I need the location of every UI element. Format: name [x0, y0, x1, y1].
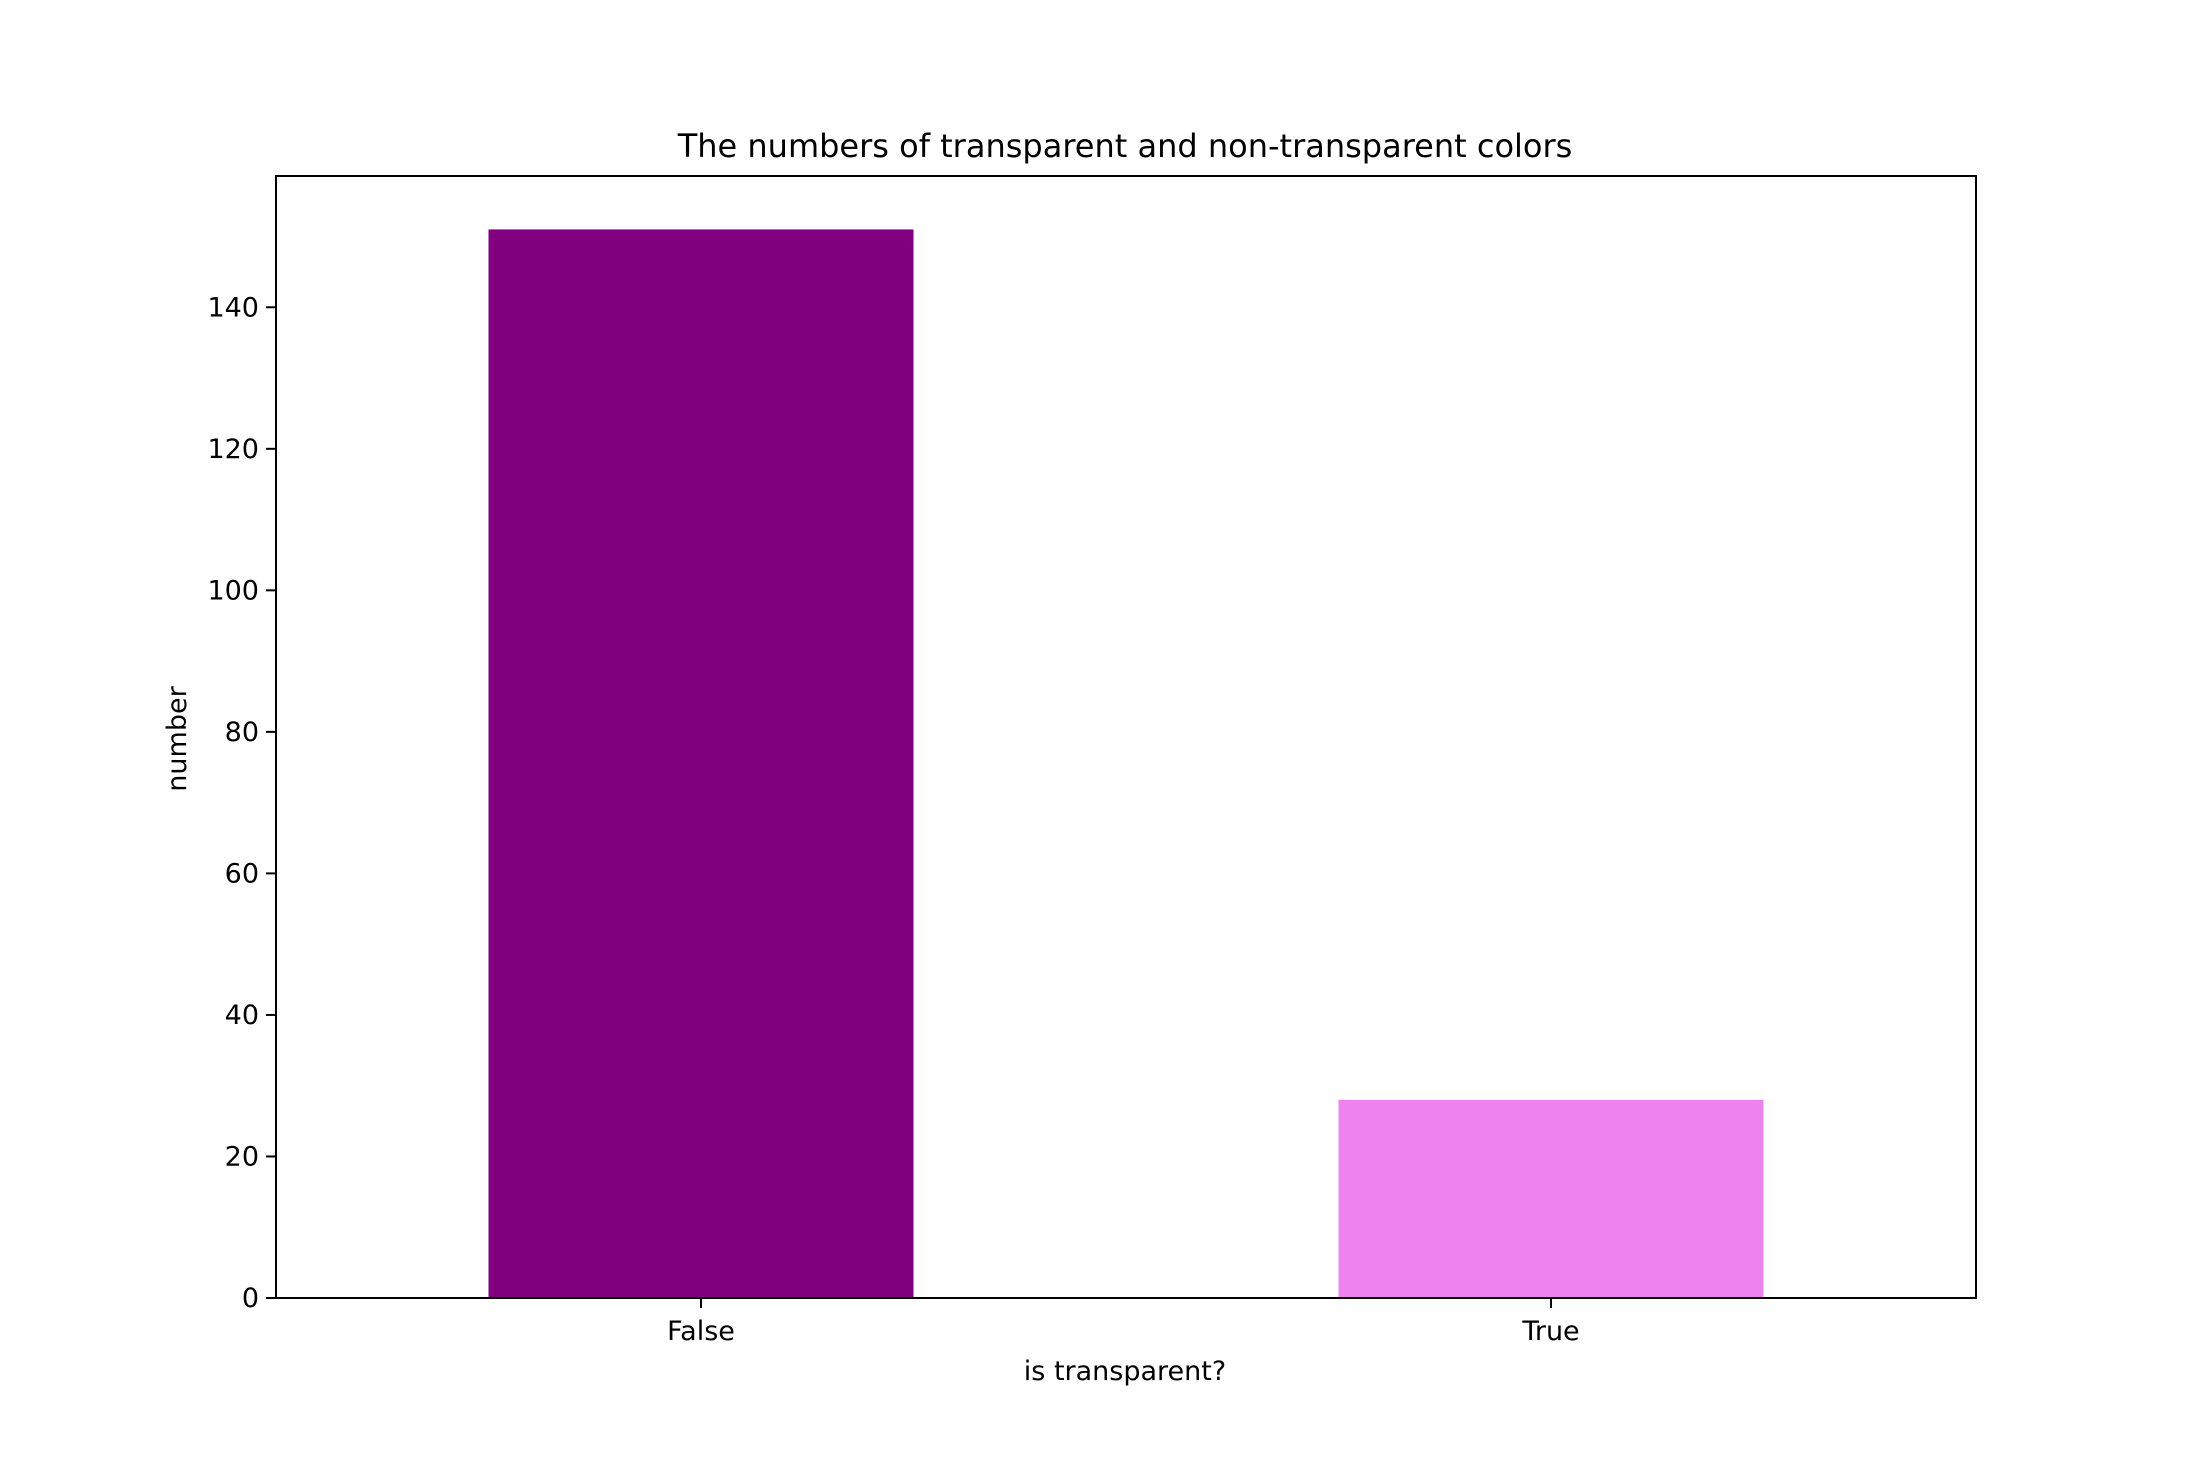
- chart-title: The numbers of transparent and non-trans…: [677, 127, 1573, 165]
- y-tick-label: 140: [207, 292, 259, 323]
- y-tick-label: 60: [225, 858, 259, 889]
- x-tick-label: False: [667, 1316, 735, 1347]
- y-tick-label: 100: [207, 575, 259, 606]
- plot-area-frame: [275, 175, 1977, 1299]
- y-tick-label: 0: [242, 1283, 259, 1314]
- bars-group: [488, 229, 1764, 1298]
- y-axis-label: number: [162, 685, 193, 791]
- y-tick-label: 20: [225, 1141, 259, 1172]
- y-tick-label: 80: [225, 717, 259, 748]
- bar-false: [488, 229, 914, 1298]
- y-tick-label: 40: [225, 1000, 259, 1031]
- y-axis: 0 20 40 60 80 100 120 140: [207, 292, 276, 1314]
- y-tick-label: 120: [207, 434, 259, 465]
- bar-true: [1338, 1099, 1764, 1298]
- x-tick-label: True: [1521, 1316, 1579, 1347]
- x-axis: False True: [667, 1298, 1580, 1347]
- x-axis-label: is transparent?: [1024, 1356, 1226, 1387]
